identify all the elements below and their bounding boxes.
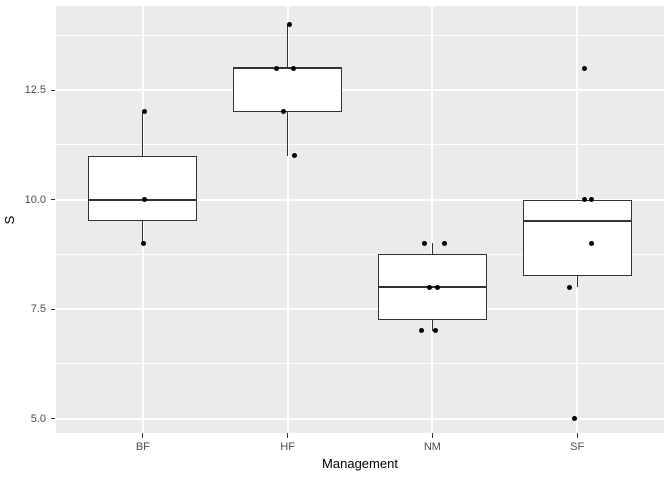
h-gridline-minor (56, 144, 664, 146)
data-point (581, 197, 587, 203)
boxplot-median-HF (233, 67, 343, 70)
h-gridline-major (56, 198, 664, 201)
data-point (588, 240, 594, 246)
h-gridline-major (56, 417, 664, 420)
data-point (142, 109, 148, 115)
data-point (274, 65, 280, 71)
plot-panel (56, 6, 664, 433)
boxplot-median-SF (522, 220, 632, 223)
v-gridline (431, 6, 434, 433)
y-tick (51, 199, 55, 201)
whisker-lower-HF (287, 111, 289, 156)
y-tick (51, 308, 55, 310)
data-point (432, 328, 438, 334)
h-gridline-minor (56, 253, 664, 255)
data-point (571, 416, 577, 422)
y-axis-title: S (2, 215, 17, 225)
x-tick-label: HF (280, 441, 295, 453)
boxplot-box-SF (522, 199, 632, 277)
whisker-lower-NM (431, 320, 433, 331)
boxplot-box-HF (233, 68, 343, 112)
h-gridline-minor (56, 363, 664, 365)
y-tick-label: 10.0 (24, 193, 46, 206)
data-point (441, 240, 447, 246)
x-tick (576, 433, 578, 438)
x-tick-label: SF (570, 441, 585, 453)
boxplot-box-BF (88, 155, 198, 222)
y-tick (51, 89, 55, 91)
data-point (418, 328, 424, 334)
data-point (566, 284, 572, 290)
x-axis-title: Management (322, 456, 398, 471)
data-point (287, 21, 293, 27)
y-tick-label: 7.5 (30, 303, 46, 316)
data-point (291, 65, 297, 71)
whisker-upper-BF (142, 111, 144, 156)
h-gridline-major (56, 308, 664, 311)
data-point (142, 197, 148, 203)
data-point (434, 284, 440, 290)
data-point (426, 284, 432, 290)
x-tick-label: BF (135, 441, 150, 453)
data-point (281, 109, 287, 115)
v-gridline (286, 6, 289, 433)
whisker-upper-NM (431, 243, 433, 255)
whisker-lower-SF (576, 276, 578, 288)
data-point (588, 197, 594, 203)
x-tick (287, 433, 289, 438)
x-tick-label: NM (423, 441, 441, 453)
x-tick (431, 433, 433, 438)
whisker-upper-HF (287, 24, 289, 69)
data-point (292, 153, 298, 159)
x-tick (142, 433, 144, 438)
y-tick (51, 418, 55, 420)
boxplot-median-NM (377, 286, 487, 289)
data-point (581, 65, 587, 71)
h-gridline-minor (56, 34, 664, 36)
whisker-lower-BF (142, 221, 144, 244)
data-point (141, 240, 147, 246)
data-point (421, 240, 427, 246)
y-tick-label: 12.5 (24, 84, 46, 97)
h-gridline-major (56, 89, 664, 92)
y-tick-label: 5.0 (30, 412, 46, 425)
